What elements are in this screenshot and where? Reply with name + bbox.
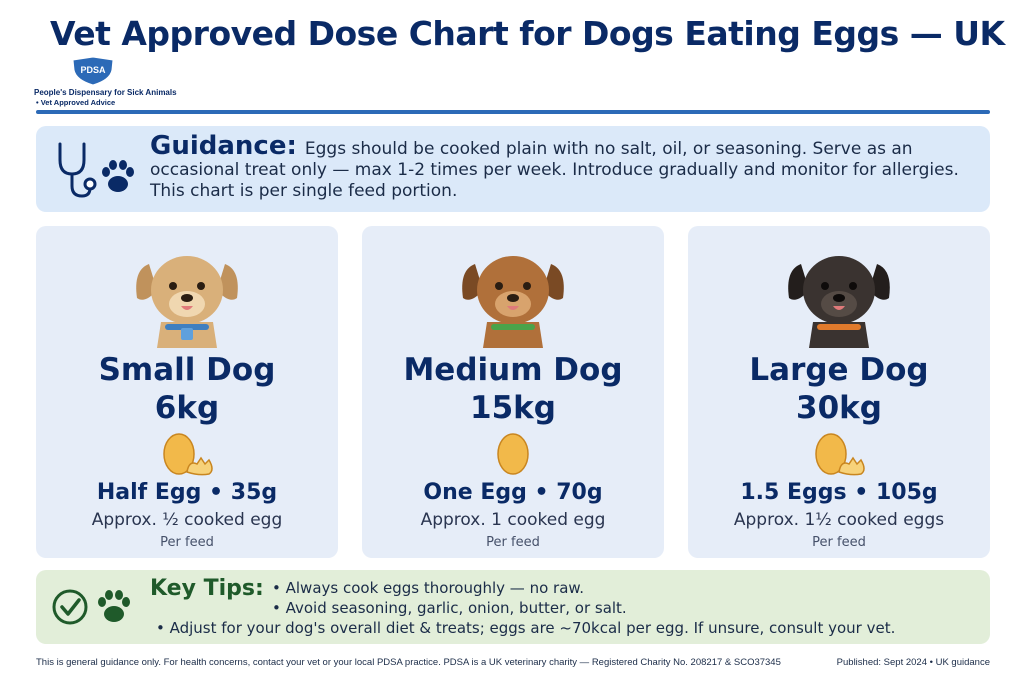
logo-line2: • Vet Approved Advice	[36, 98, 116, 107]
card-large-weight: 30kg	[796, 390, 882, 426]
egg-and-half-icon	[815, 433, 865, 476]
dose-card-large: Large Dog 30kg 1.5 Eggs • 105g Approx. 1…	[688, 226, 990, 558]
page-title: Vet Approved Dose Chart for Dogs Eating …	[50, 14, 1005, 53]
guidance-panel: Guidance: Eggs should be cooked plain wit…	[36, 126, 990, 212]
card-medium-per-feed: Per feed	[486, 535, 540, 550]
tips-icons	[52, 589, 130, 625]
card-large-per-feed: Per feed	[812, 535, 866, 550]
guidance-icons	[58, 142, 134, 198]
half-egg-icon	[163, 433, 213, 476]
pdsa-shield-icon: PDSA	[72, 56, 114, 86]
guidance-body: Eggs should be cooked plain with no salt…	[150, 139, 959, 201]
card-small-name: Small Dog	[98, 352, 276, 388]
footer-published: Published: Sept 2024 • UK guidance	[836, 657, 990, 668]
pdsa-logo: PDSA People's Dispensary for Sick Animal…	[34, 56, 177, 107]
footer-disclaimer: This is general guidance only. For healt…	[36, 657, 781, 668]
tip-item: • Avoid seasoning, garlic, onion, butter…	[272, 599, 627, 617]
card-medium-name: Medium Dog	[403, 352, 623, 388]
card-large-dose: 1.5 Eggs • 105g	[740, 480, 938, 505]
medium-dog-icon	[462, 256, 564, 348]
card-large-name: Large Dog	[749, 352, 929, 388]
stethoscope-icon	[58, 142, 97, 198]
key-tips-label: Key Tips:	[150, 576, 264, 601]
card-small-approx: Approx. ½ cooked egg	[91, 510, 283, 530]
card-medium-dose: One Egg • 70g	[423, 480, 603, 505]
whole-egg-icon	[497, 433, 529, 475]
card-medium-weight: 15kg	[470, 390, 556, 426]
card-small-dose: Half Egg • 35g	[96, 480, 278, 505]
dose-card-small: Small Dog 6kg Half Egg • 35g Approx. ½ c…	[36, 226, 338, 558]
large-dog-icon	[788, 256, 890, 348]
card-small-weight: 6kg	[154, 390, 220, 426]
logo-line1: People's Dispensary for Sick Animals	[34, 88, 177, 97]
guidance-label: Guidance:	[150, 131, 297, 161]
key-tips-panel: Key Tips: • Always cook eggs thoroughly …	[36, 570, 990, 644]
header-divider	[36, 110, 990, 114]
logo-badge-text: PDSA	[80, 65, 106, 75]
card-small-per-feed: Per feed	[160, 535, 214, 550]
tip-item: • Always cook eggs thoroughly — no raw.	[272, 579, 585, 597]
guidance-text: Guidance: Eggs should be cooked plain wit…	[150, 133, 976, 202]
tips-paw-icon	[98, 590, 130, 622]
card-medium-approx: Approx. 1 cooked egg	[420, 510, 606, 530]
small-dog-icon	[136, 256, 238, 348]
check-circle-icon	[52, 589, 88, 625]
card-large-approx: Approx. 1½ cooked eggs	[733, 510, 945, 530]
dose-card-medium: Medium Dog 15kg One Egg • 70g Approx. 1 …	[362, 226, 664, 558]
tip-item: • Adjust for your dog's overall diet & t…	[156, 619, 896, 637]
paw-icon	[102, 160, 134, 192]
